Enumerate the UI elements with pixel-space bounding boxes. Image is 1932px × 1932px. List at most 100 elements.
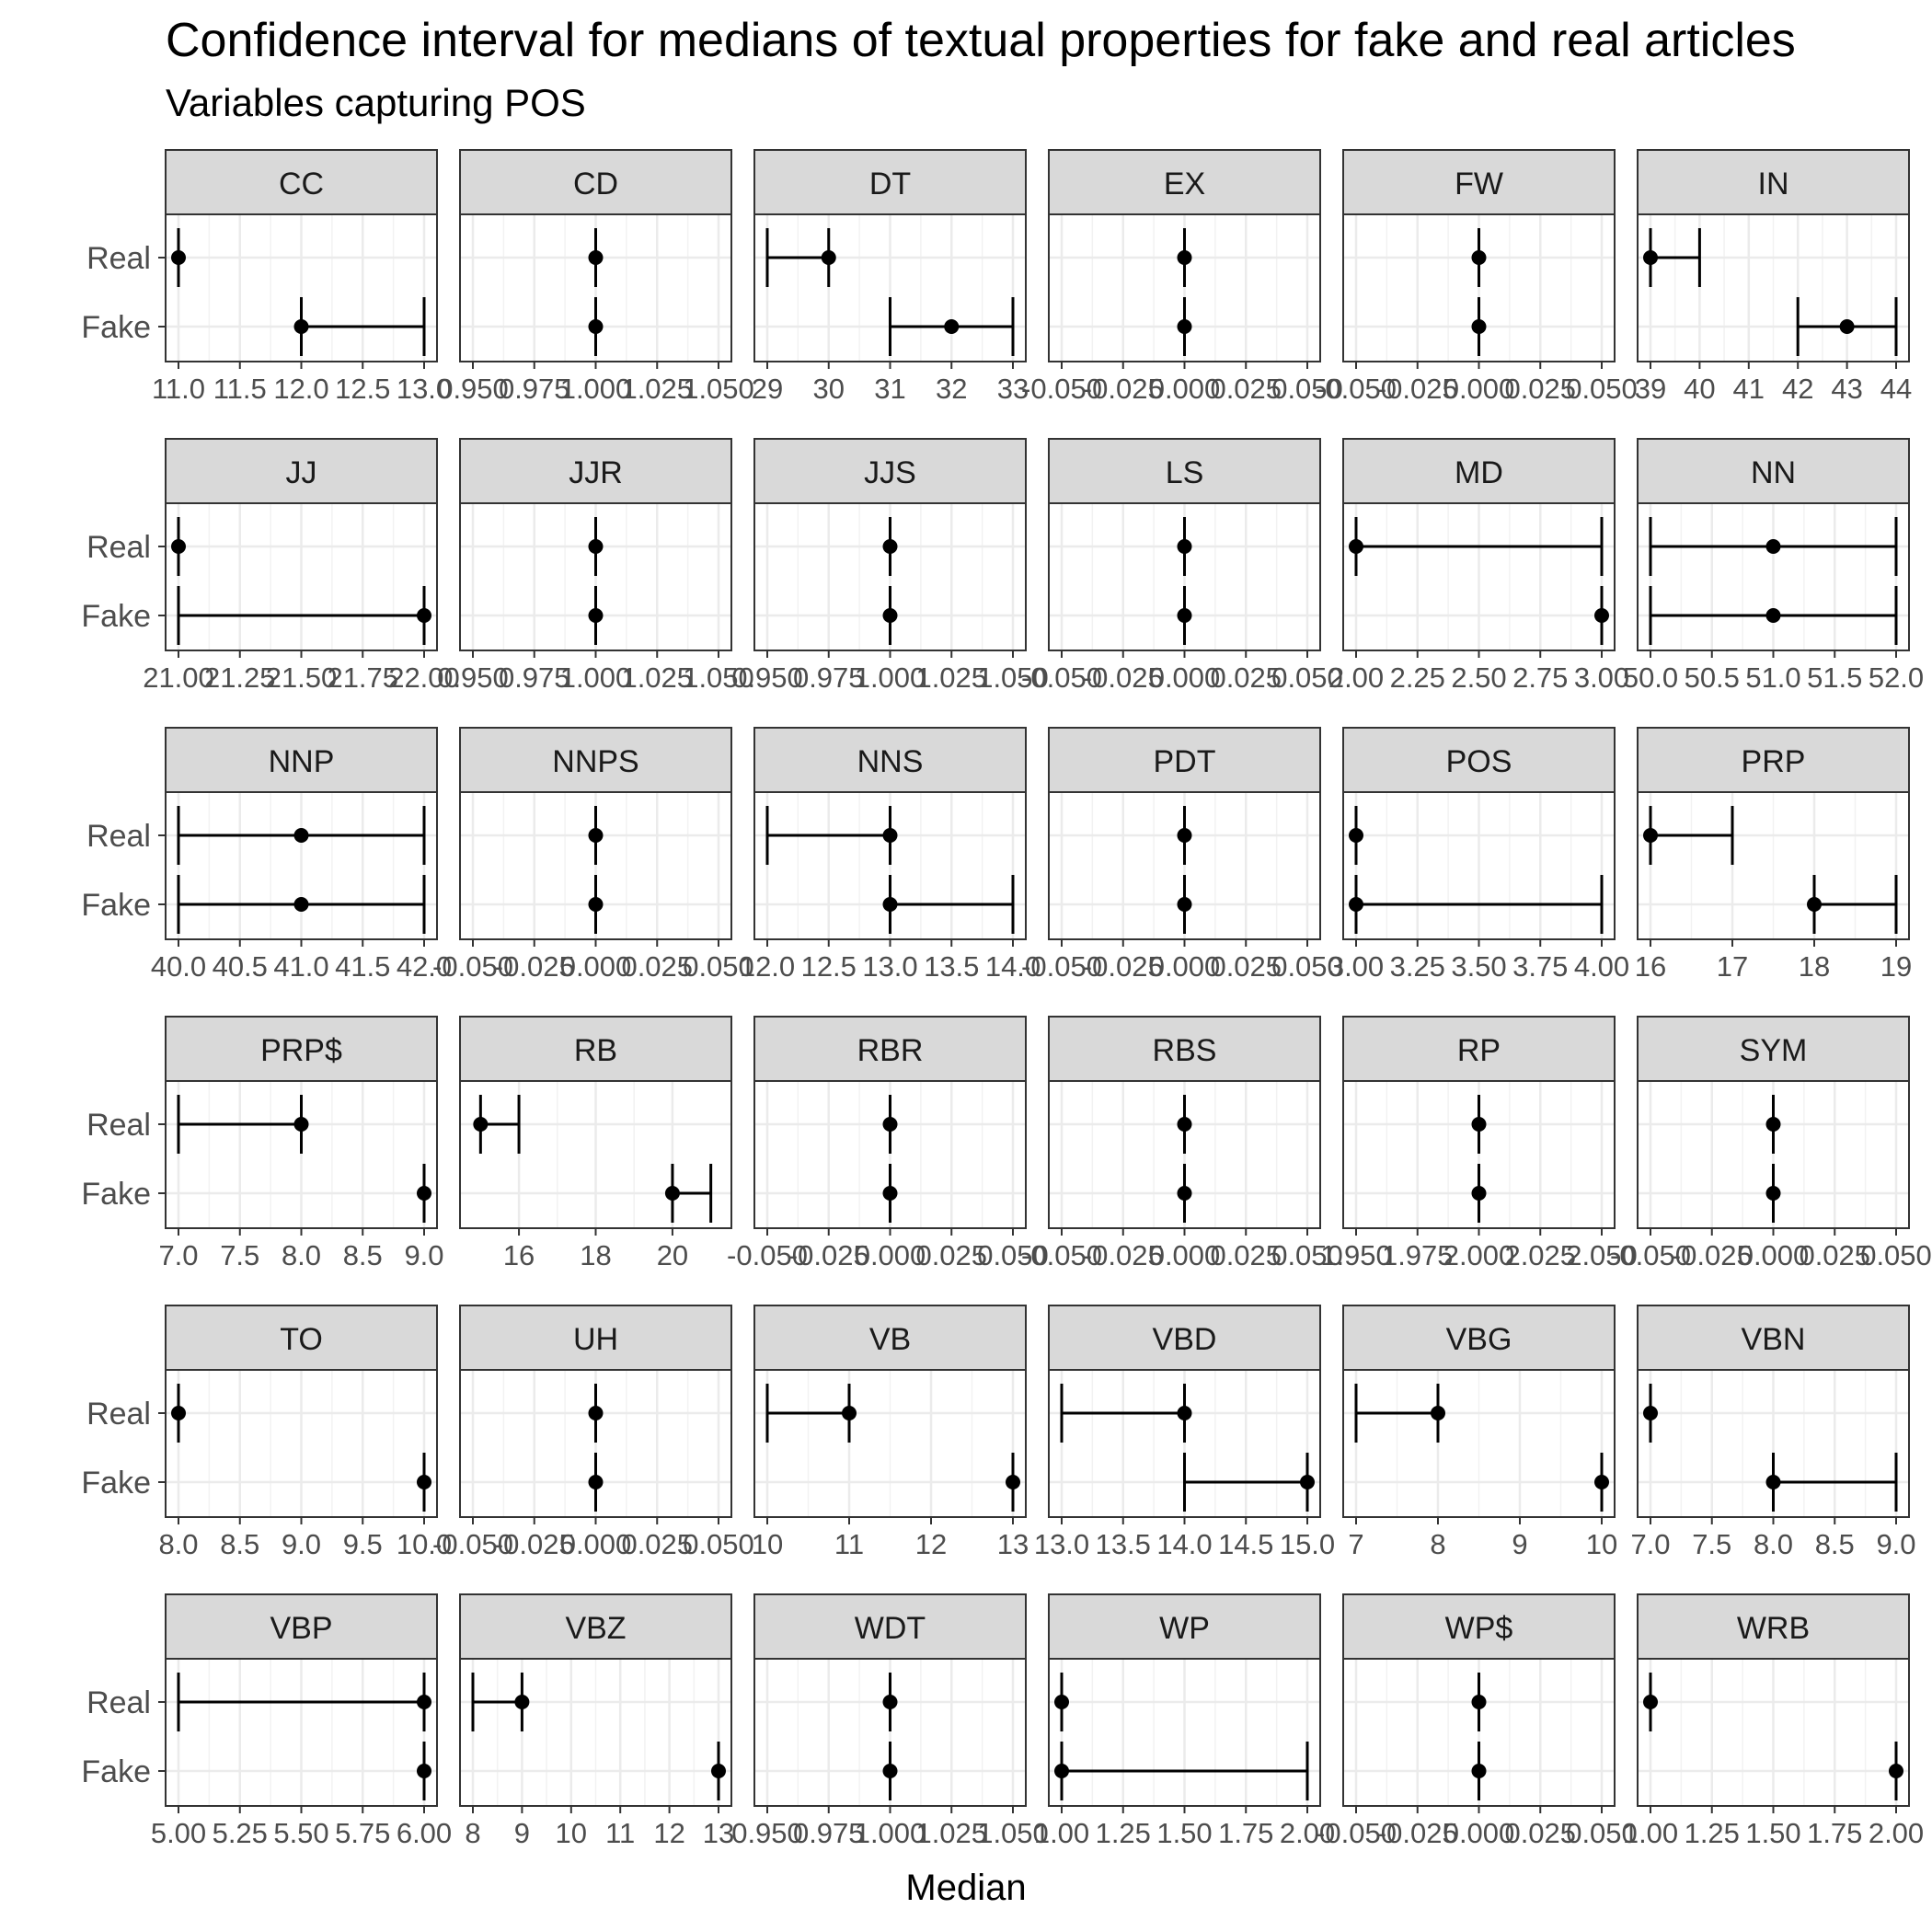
y-tick-label-real: Real: [86, 1685, 151, 1720]
x-tick-label: -0.050: [1316, 1817, 1397, 1849]
y-tick-label-fake: Fake: [81, 1466, 151, 1501]
median-point-real: [882, 1695, 898, 1709]
y-tick-label-fake: Fake: [81, 599, 151, 634]
x-tick-label: 32: [936, 373, 967, 405]
median-point-fake: [1006, 1475, 1020, 1489]
facet-panel-vbg: VBG 7 8 9 10: [1342, 1305, 1617, 1560]
facet-panel-vb: VB 10 11 12 13: [752, 1305, 1029, 1560]
median-point-fake: [293, 897, 309, 912]
median-point-real: [1431, 1406, 1445, 1420]
x-tick-label: 9.0: [404, 1239, 443, 1271]
facet-strip: [753, 149, 1027, 215]
facet-strip-label: SYM: [1740, 1033, 1808, 1068]
facet-strip-label: WDT: [855, 1611, 926, 1646]
x-tick-label: 11.5: [213, 373, 267, 405]
x-tick-label: 51.0: [1745, 661, 1800, 694]
facet-strip-label: RBR: [857, 1033, 924, 1068]
x-tick-label: 21.00: [143, 661, 214, 694]
median-point-real: [1349, 539, 1363, 554]
facet-strip-label: CC: [279, 167, 324, 201]
x-tick-label: 0.025: [1210, 373, 1282, 405]
x-tick-label: 20: [657, 1239, 688, 1271]
median-point-real: [1471, 1695, 1487, 1709]
median-point-fake: [1177, 897, 1192, 912]
x-tick-label: 2.75: [1512, 661, 1568, 694]
facet-strip-label: EX: [1164, 167, 1205, 201]
x-tick-label: 15.0: [1280, 1528, 1335, 1560]
x-tick-label: 2.000: [1443, 1239, 1515, 1271]
median-point-real: [293, 1117, 309, 1132]
facet-panel-vbn: VBN 7.0 7.5 8.0 8.5 9.0: [1630, 1305, 1916, 1560]
x-tick-label: 8.5: [1815, 1528, 1855, 1560]
x-tick-label: -0.050: [432, 950, 513, 983]
x-tick-label: 2.00: [1328, 661, 1384, 694]
x-tick-label: 0.000: [1738, 1239, 1810, 1271]
x-tick-label: -0.025: [1083, 1239, 1164, 1271]
median-point-real: [882, 539, 898, 554]
panel-border: [459, 1658, 732, 1807]
x-tick-label: 30: [813, 373, 845, 405]
x-tick-label: 0.000: [1149, 1239, 1221, 1271]
median-point-fake: [417, 1764, 431, 1778]
median-point-real: [588, 250, 604, 265]
x-tick-label: 1.000: [855, 1817, 926, 1849]
x-tick-label: 10: [1586, 1528, 1617, 1560]
x-tick-label: 17: [1717, 950, 1748, 983]
median-point-real: [171, 250, 186, 265]
median-point-real: [1349, 828, 1363, 843]
facet-panel-vbz: VBZ 8 9 10 11 12 13: [459, 1593, 734, 1849]
panel-border: [1637, 791, 1910, 940]
x-tick-label: -0.050: [1021, 661, 1102, 694]
facet-strip-label: VBN: [1742, 1322, 1806, 1357]
facet-strip-label: JJS: [864, 455, 916, 490]
x-tick-label: 0.000: [1149, 661, 1221, 694]
x-tick-label: 8.0: [282, 1239, 321, 1271]
median-point-fake: [882, 1186, 898, 1201]
facet-strip-label: PDT: [1154, 744, 1216, 779]
median-point-real: [171, 1406, 186, 1420]
median-point-real: [882, 828, 898, 843]
median-point-real: [1643, 1695, 1658, 1709]
x-tick-label: 3.00: [1328, 950, 1384, 983]
x-tick-label: 0.025: [1210, 950, 1282, 983]
x-tick-label: 1.025: [621, 661, 693, 694]
facet-strip-label: WP: [1159, 1611, 1210, 1646]
x-tick-label: 10: [556, 1817, 587, 1849]
x-tick-label: 7.0: [158, 1239, 198, 1271]
x-tick-label: 40.5: [213, 950, 268, 983]
facet-panel-wrb: WRB 1.00 1.25 1.50 1.75 2.00: [1623, 1593, 1924, 1849]
x-tick-label: 0.975: [499, 373, 570, 405]
median-point-real: [1765, 1117, 1781, 1132]
x-tick-label: 41: [1733, 373, 1765, 405]
x-tick-label: 12.0: [273, 373, 328, 405]
median-point-real: [1177, 1406, 1192, 1420]
x-tick-label: 2.25: [1390, 661, 1445, 694]
x-tick-label: 0.025: [621, 1528, 693, 1560]
facet-strip: [1637, 1593, 1910, 1660]
median-point-real: [171, 539, 186, 554]
x-tick-label: 29: [752, 373, 783, 405]
x-tick-label: 0.000: [1149, 373, 1221, 405]
x-tick-label: 8.5: [220, 1528, 259, 1560]
facet-strip: [165, 1016, 438, 1082]
x-tick-label: -0.025: [788, 1239, 869, 1271]
facet-strip: [459, 1593, 732, 1660]
x-tick-label: -0.025: [1083, 373, 1164, 405]
x-tick-label: 0.050: [1271, 373, 1343, 405]
x-tick-label: 44: [1880, 373, 1912, 405]
x-tick-label: 8.0: [1754, 1528, 1793, 1560]
x-tick-label: 0.975: [793, 661, 865, 694]
x-tick-label: 1.025: [621, 373, 693, 405]
x-tick-label: 12: [653, 1817, 684, 1849]
facet-strip: [1048, 1305, 1321, 1371]
facet-strip-label: UH: [573, 1322, 618, 1357]
